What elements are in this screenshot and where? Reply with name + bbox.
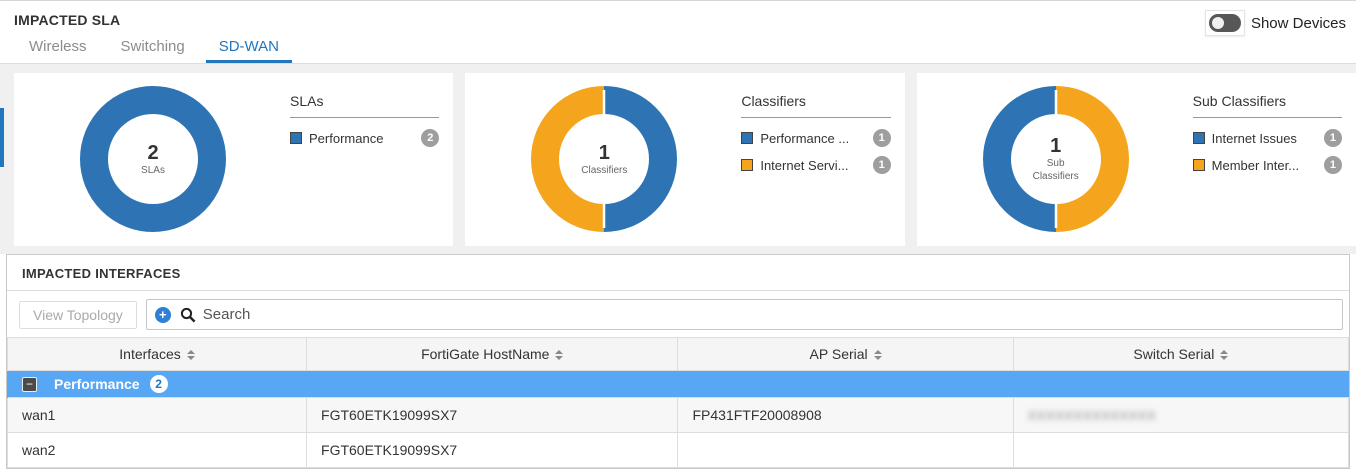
tab-wireless[interactable]: Wireless bbox=[29, 38, 87, 55]
donut-svg bbox=[531, 86, 678, 232]
legend-item-internet-service[interactable]: Internet Servi... 1 bbox=[741, 156, 891, 174]
redacted-serial: XXXXXXXXXXXXXX bbox=[1027, 408, 1157, 423]
legend-label: Performance ... bbox=[760, 130, 850, 146]
show-devices-toggle[interactable] bbox=[1204, 10, 1245, 36]
legend-count-badge: 1 bbox=[1323, 156, 1342, 174]
sub-classifiers-card: 1 Sub Classifiers Sub Classifiers Intern… bbox=[916, 73, 1356, 246]
legend-title: Sub Classifiers bbox=[1192, 93, 1342, 118]
slas-card: 2 SLAs SLAs Performance 2 bbox=[14, 73, 454, 246]
tab-bar: Wireless Switching SD-WAN bbox=[0, 31, 1356, 64]
col-header-switch-serial[interactable]: Switch Serial bbox=[1012, 337, 1350, 371]
legend-item-performance[interactable]: Performance 2 bbox=[290, 129, 440, 147]
cell-hostname: FGT60ETK19099SX7 bbox=[306, 432, 679, 468]
view-topology-button[interactable]: View Topology bbox=[19, 300, 137, 329]
table-row[interactable]: wan2 FGT60ETK19099SX7 bbox=[6, 432, 1350, 468]
slas-legend: SLAs Performance 2 bbox=[290, 93, 440, 246]
legend-count-badge: 1 bbox=[872, 156, 891, 174]
sort-icon[interactable] bbox=[186, 350, 195, 361]
page-title: IMPACTED SLA bbox=[14, 12, 121, 28]
col-header-ap-serial[interactable]: AP Serial bbox=[677, 337, 1014, 371]
col-label: Switch Serial bbox=[1133, 346, 1215, 362]
table-toolbar: View Topology + bbox=[7, 291, 1349, 337]
table-row[interactable]: wan1 FGT60ETK19099SX7 FP431FTF20008908 X… bbox=[6, 397, 1350, 433]
group-label: Performance bbox=[54, 376, 140, 392]
legend-swatch bbox=[290, 132, 302, 144]
col-label: Interfaces bbox=[119, 346, 181, 362]
search-input[interactable] bbox=[202, 306, 1334, 323]
tab-switching[interactable]: Switching bbox=[120, 38, 185, 55]
sort-icon[interactable] bbox=[873, 350, 882, 361]
page-header: IMPACTED SLA Show Devices bbox=[0, 1, 1356, 36]
impacted-interfaces-table: Interfaces FortiGate HostName AP Serial … bbox=[6, 337, 1350, 468]
add-filter-icon[interactable]: + bbox=[154, 306, 171, 323]
legend-swatch bbox=[741, 159, 754, 171]
sub-classifiers-legend: Sub Classifiers Internet Issues 1 Member… bbox=[1192, 93, 1342, 246]
summary-cards: 2 SLAs SLAs Performance 2 bbox=[0, 64, 1356, 254]
donut-svg bbox=[982, 86, 1129, 232]
legend-item-member-interface[interactable]: Member Inter... 1 bbox=[1192, 156, 1342, 174]
col-header-fortigate-hostname[interactable]: FortiGate HostName bbox=[306, 337, 679, 371]
sort-icon[interactable] bbox=[1220, 350, 1229, 361]
col-header-interfaces[interactable]: Interfaces bbox=[6, 337, 308, 371]
show-devices-control: Show Devices bbox=[1204, 10, 1346, 36]
legend-count-badge: 1 bbox=[872, 129, 891, 147]
col-label: AP Serial bbox=[809, 346, 868, 362]
cell-ap-serial: FP431FTF20008908 bbox=[677, 397, 1014, 433]
donut-svg bbox=[80, 86, 226, 232]
cell-switch-serial: XXXXXXXXXXXXXX bbox=[1012, 397, 1350, 433]
group-row-performance: − Performance 2 bbox=[7, 370, 1349, 398]
col-label: FortiGate HostName bbox=[421, 346, 550, 362]
toggle-pill bbox=[1208, 14, 1241, 32]
classifiers-legend: Classifiers Performance ... 1 Internet S… bbox=[741, 93, 891, 246]
sub-classifiers-donut-chart[interactable]: 1 Sub Classifiers bbox=[982, 86, 1129, 232]
search-box[interactable]: + bbox=[145, 299, 1343, 330]
classifiers-donut-chart[interactable]: 1 Classifiers bbox=[531, 86, 678, 232]
legend-swatch bbox=[741, 132, 754, 144]
legend-label: Internet Servi... bbox=[760, 157, 849, 173]
collapse-group-icon[interactable]: − bbox=[22, 376, 37, 392]
slas-donut-chart[interactable]: 2 SLAs bbox=[80, 86, 226, 232]
classifiers-card: 1 Classifiers Classifiers Performance ..… bbox=[465, 73, 905, 246]
left-scroll-indicator bbox=[0, 108, 4, 167]
sort-icon[interactable] bbox=[555, 350, 564, 361]
cell-interface: wan2 bbox=[6, 432, 308, 468]
legend-label: Member Inter... bbox=[1211, 157, 1300, 173]
search-icon bbox=[180, 307, 196, 322]
legend-swatch bbox=[1192, 159, 1205, 171]
panel-title: IMPACTED INTERFACES bbox=[7, 255, 1349, 291]
legend-count-badge: 1 bbox=[1323, 129, 1342, 147]
group-count-badge: 2 bbox=[149, 375, 168, 393]
legend-title: Classifiers bbox=[741, 93, 891, 118]
cell-switch-serial bbox=[1012, 432, 1350, 468]
legend-count-badge: 2 bbox=[421, 129, 440, 147]
cell-ap-serial bbox=[677, 432, 1014, 468]
legend-item-internet-issues[interactable]: Internet Issues 1 bbox=[1192, 129, 1342, 147]
legend-swatch bbox=[1192, 132, 1205, 144]
legend-label: Internet Issues bbox=[1211, 130, 1297, 146]
legend-label: Performance bbox=[309, 130, 384, 146]
legend-title: SLAs bbox=[290, 93, 440, 118]
tab-sd-wan[interactable]: SD-WAN bbox=[205, 38, 292, 63]
cell-interface: wan1 bbox=[6, 397, 308, 433]
show-devices-label: Show Devices bbox=[1250, 14, 1346, 32]
table-header-row: Interfaces FortiGate HostName AP Serial … bbox=[6, 337, 1350, 371]
cell-hostname: FGT60ETK19099SX7 bbox=[306, 397, 679, 433]
slas-slice-performance bbox=[80, 86, 226, 232]
legend-item-performance[interactable]: Performance ... 1 bbox=[741, 129, 891, 147]
toggle-knob bbox=[1211, 17, 1224, 29]
impacted-interfaces-panel: IMPACTED INTERFACES View Topology + Inte… bbox=[6, 254, 1350, 469]
